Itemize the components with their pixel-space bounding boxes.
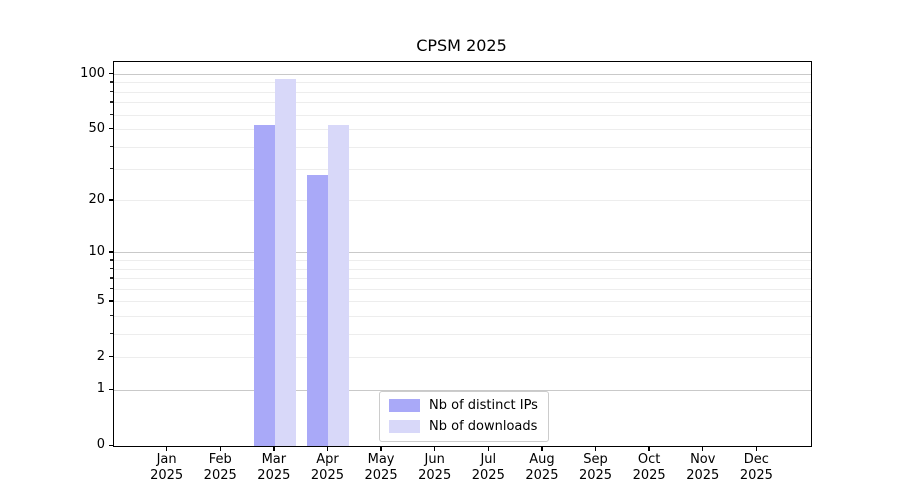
y-gridline-major-10: [114, 252, 811, 254]
x-tick-mark-mar: [273, 446, 275, 451]
y-gridline-minor-9: [114, 260, 811, 262]
x-tick-mark-nov: [702, 446, 704, 451]
legend-label-distinct-ips: Nb of distinct IPs: [429, 398, 538, 413]
y-gridline-minor-2: [114, 357, 811, 359]
x-tick-label-feb: Feb 2025: [203, 452, 237, 483]
chart-title: CPSM 2025: [416, 36, 507, 55]
y-gridline-minor-7: [114, 278, 811, 280]
y-tick-mark-minor-9: [110, 259, 113, 261]
y-gridline-minor-3: [114, 333, 811, 335]
x-tick-mark-jan: [165, 446, 168, 451]
y-tick-mark-minor-6: [110, 287, 113, 290]
y-tick-label-2: 2: [96, 348, 105, 364]
y-tick-mark-minor-7: [110, 277, 113, 279]
y-gridline-major-100: [114, 74, 811, 76]
y-tick-mark-20: [108, 199, 113, 201]
x-tick-mark-oct: [648, 446, 650, 451]
y-tick-mark-0: [108, 444, 113, 446]
y-gridline-minor-8: [114, 268, 811, 270]
y-tick-mark-5: [108, 300, 113, 302]
y-tick-label-50: 50: [88, 120, 105, 136]
y-tick-mark-2: [108, 356, 113, 358]
bar-nb-of-distinct-ips-apr-2025: [307, 174, 329, 446]
x-tick-label-oct: Oct 2025: [632, 452, 666, 483]
x-tick-label-apr: Apr 2025: [310, 452, 344, 483]
y-tick-mark-minor-40: [110, 145, 113, 147]
x-tick-label-sep: Sep 2025: [578, 452, 613, 483]
y-gridline-minor-30: [114, 169, 811, 171]
y-tick-mark-100: [108, 73, 113, 75]
y-gridline-minor-80: [114, 91, 811, 93]
y-gridline-minor-5: [114, 301, 811, 303]
y-tick-mark-minor-80: [110, 90, 113, 93]
x-tick-label-may: May 2025: [364, 452, 398, 483]
bar-nb-of-downloads-mar-2025: [274, 78, 296, 446]
x-tick-label-jan: Jan 2025: [150, 452, 184, 483]
y-tick-mark-10: [108, 251, 113, 253]
bar-nb-of-downloads-apr-2025: [328, 124, 350, 446]
y-tick-label-1: 1: [96, 381, 105, 397]
legend-swatch-distinct-ips: [389, 399, 420, 412]
y-gridline-minor-20: [114, 200, 811, 202]
y-tick-mark-minor-70: [110, 101, 113, 103]
x-tick-label-mar: Mar 2025: [257, 452, 291, 483]
x-tick-label-jul: Jul 2025: [471, 452, 505, 483]
y-gridline-minor-70: [114, 102, 811, 104]
y-tick-label-5: 5: [96, 292, 105, 308]
y-tick-label-20: 20: [88, 191, 105, 207]
y-tick-mark-minor-8: [110, 267, 113, 270]
y-tick-label-100: 100: [80, 65, 105, 81]
bar-nb-of-distinct-ips-mar-2025: [253, 124, 275, 446]
y-tick-mark-50: [108, 128, 113, 130]
x-tick-mark-may: [380, 446, 382, 451]
x-tick-label-nov: Nov 2025: [686, 452, 720, 483]
x-tick-mark-jul: [487, 446, 489, 451]
legend-item-distinct-ips: Nb of distinct IPs: [389, 397, 538, 414]
legend-label-downloads: Nb of downloads: [429, 419, 538, 434]
y-tick-label-10: 10: [88, 243, 105, 259]
y-gridline-minor-4: [114, 315, 811, 317]
x-tick-label-jun: Jun 2025: [418, 452, 452, 483]
y-tick-mark-minor-30: [110, 168, 113, 170]
y-gridline-minor-50: [114, 129, 811, 131]
y-tick-mark-minor-4: [110, 314, 113, 317]
y-gridline-minor-6: [114, 288, 811, 290]
x-tick-label-dec: Dec 2025: [739, 452, 773, 483]
x-tick-mark-apr: [326, 446, 329, 451]
legend: Nb of distinct IPs Nb of downloads: [379, 391, 549, 442]
y-tick-mark-minor-3: [110, 332, 113, 335]
x-tick-label-aug: Aug 2025: [525, 452, 559, 483]
y-gridline-minor-40: [114, 146, 811, 148]
x-tick-mark-feb: [219, 446, 221, 451]
y-gridline-major-1: [114, 389, 811, 391]
x-tick-mark-sep: [594, 446, 597, 451]
y-gridline-minor-60: [114, 114, 811, 116]
y-tick-mark-minor-90: [110, 81, 113, 83]
x-tick-mark-jun: [433, 446, 436, 451]
x-tick-mark-aug: [541, 446, 543, 451]
plot-area: Nb of distinct IPs Nb of downloads: [113, 61, 812, 447]
legend-swatch-downloads: [389, 420, 420, 433]
y-tick-mark-minor-60: [110, 113, 113, 115]
y-gridline-minor-90: [114, 82, 811, 84]
y-tick-label-0: 0: [96, 437, 105, 452]
y-tick-mark-1: [108, 388, 113, 391]
legend-item-downloads: Nb of downloads: [389, 418, 538, 435]
x-tick-mark-dec: [755, 446, 758, 451]
